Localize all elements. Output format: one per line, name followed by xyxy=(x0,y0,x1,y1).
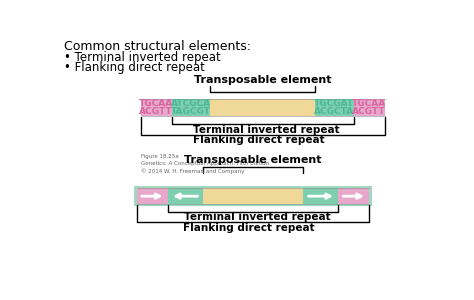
Text: Terminal inverted repeat: Terminal inverted repeat xyxy=(193,124,340,134)
Text: Flanking direct repeat: Flanking direct repeat xyxy=(183,223,315,233)
Bar xyxy=(338,188,369,204)
Text: • Flanking direct repeat: • Flanking direct repeat xyxy=(64,61,205,74)
Text: TAGCGT: TAGCGT xyxy=(171,107,211,116)
Bar xyxy=(137,188,168,204)
Bar xyxy=(168,188,202,204)
Text: • Terminal inverted repeat: • Terminal inverted repeat xyxy=(64,51,221,64)
Text: ACGTT: ACGTT xyxy=(353,107,386,116)
Text: TGCGAT: TGCGAT xyxy=(314,99,355,108)
Text: Common structural elements:: Common structural elements: xyxy=(64,40,251,53)
Bar xyxy=(303,188,338,204)
Text: Transposable element: Transposable element xyxy=(194,74,331,85)
Text: ACGCTA: ACGCTA xyxy=(314,107,355,116)
Bar xyxy=(141,99,172,116)
Bar xyxy=(134,186,373,206)
Text: Transposable element: Transposable element xyxy=(184,155,322,165)
Text: Figure 18.25a
Genetics: A Conceptual Approach, Fifth Edition
© 2014 W. H. Freema: Figure 18.25a Genetics: A Conceptual App… xyxy=(141,154,269,174)
Bar xyxy=(315,99,354,116)
Text: ACGTT: ACGTT xyxy=(139,107,173,116)
Text: TGCAA: TGCAA xyxy=(352,99,386,108)
Text: TGCAA: TGCAA xyxy=(139,99,173,108)
Bar xyxy=(210,99,315,116)
Bar xyxy=(202,188,303,204)
Text: ATCGCA: ATCGCA xyxy=(171,99,211,108)
Bar xyxy=(172,99,210,116)
Text: Terminal inverted repeat: Terminal inverted repeat xyxy=(183,212,330,222)
Bar xyxy=(354,99,385,116)
Text: Flanking direct repeat: Flanking direct repeat xyxy=(193,135,325,145)
